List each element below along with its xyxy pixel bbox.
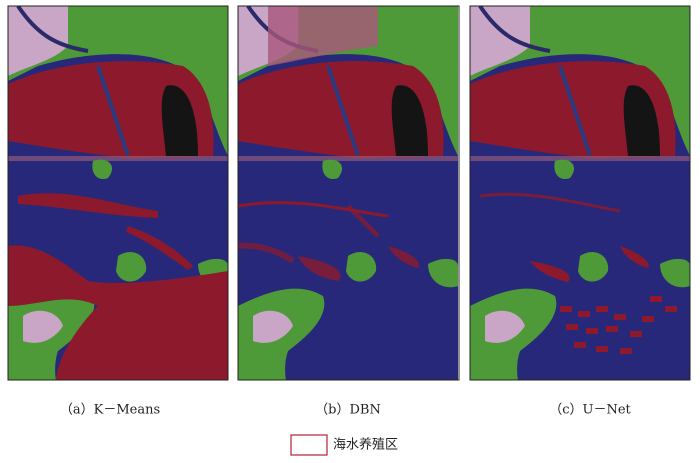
panel-caption: （a）K－Means [60,403,160,418]
panel-frame [237,5,460,381]
panel-image [238,6,458,380]
panel-caption: （c）U－Net [549,403,631,418]
panel-caption: （b）DBN [315,403,381,418]
legend-label: 海水养殖区 [333,437,398,453]
panel-frame [469,5,691,381]
panel-image [8,6,228,380]
legend-swatch [290,434,328,456]
panel-image [470,6,690,380]
panel-frame [7,5,229,381]
